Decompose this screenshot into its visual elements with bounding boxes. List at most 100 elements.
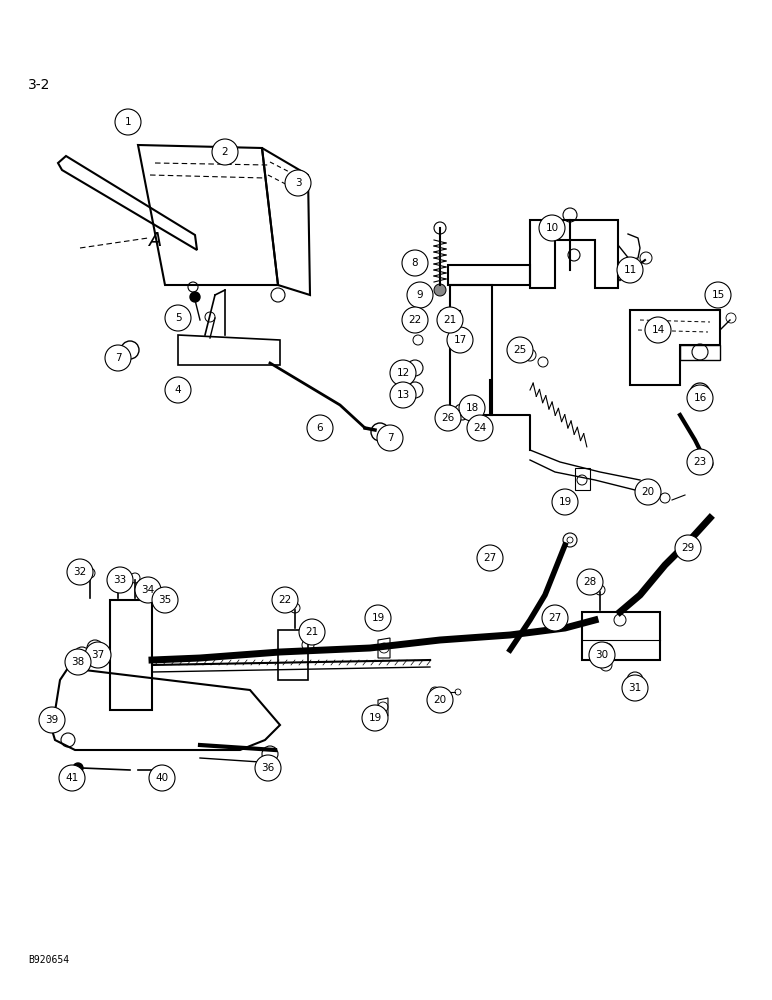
Circle shape	[255, 755, 281, 781]
Text: 37: 37	[91, 650, 105, 660]
Text: 23: 23	[693, 457, 706, 467]
Circle shape	[165, 377, 191, 403]
Circle shape	[622, 675, 648, 701]
Circle shape	[135, 577, 161, 603]
Text: 17: 17	[453, 335, 466, 345]
Text: 41: 41	[66, 773, 79, 783]
Circle shape	[687, 385, 713, 411]
Text: 40: 40	[155, 773, 168, 783]
Text: 3-2: 3-2	[28, 78, 50, 92]
Text: 27: 27	[548, 613, 561, 623]
Text: 30: 30	[595, 650, 608, 660]
Circle shape	[285, 170, 311, 196]
Circle shape	[635, 479, 661, 505]
Circle shape	[165, 305, 191, 331]
Circle shape	[467, 415, 493, 441]
Circle shape	[645, 317, 671, 343]
Text: 15: 15	[711, 290, 725, 300]
Text: 9: 9	[417, 290, 423, 300]
Text: 4: 4	[174, 385, 181, 395]
Circle shape	[447, 327, 473, 353]
Circle shape	[542, 605, 568, 631]
Text: 11: 11	[623, 265, 637, 275]
Text: B920654: B920654	[28, 955, 69, 965]
Text: 12: 12	[396, 368, 410, 378]
Circle shape	[272, 587, 298, 613]
Text: 22: 22	[279, 595, 292, 605]
Circle shape	[390, 382, 416, 408]
Circle shape	[65, 649, 91, 675]
Circle shape	[212, 139, 238, 165]
Circle shape	[365, 605, 391, 631]
Text: 39: 39	[46, 715, 59, 725]
Circle shape	[377, 425, 403, 451]
Text: 28: 28	[584, 577, 597, 587]
Text: 21: 21	[306, 627, 319, 637]
Text: 36: 36	[262, 763, 275, 773]
Circle shape	[307, 415, 333, 441]
Circle shape	[73, 763, 83, 773]
Circle shape	[705, 282, 731, 308]
Circle shape	[675, 535, 701, 561]
Text: 20: 20	[642, 487, 655, 497]
Circle shape	[59, 765, 85, 791]
Text: 5: 5	[174, 313, 181, 323]
Circle shape	[577, 569, 603, 595]
Circle shape	[589, 642, 615, 668]
Circle shape	[67, 559, 93, 585]
Text: 24: 24	[473, 423, 486, 433]
Text: 38: 38	[71, 657, 85, 667]
Text: 18: 18	[466, 403, 479, 413]
Circle shape	[617, 257, 643, 283]
Text: 7: 7	[115, 353, 121, 363]
Text: 34: 34	[141, 585, 154, 595]
Text: 22: 22	[408, 315, 422, 325]
Text: 3: 3	[295, 178, 301, 188]
Text: 19: 19	[368, 713, 381, 723]
Text: 6: 6	[317, 423, 323, 433]
Circle shape	[459, 395, 485, 421]
Circle shape	[39, 707, 65, 733]
Circle shape	[402, 250, 428, 276]
Text: 33: 33	[113, 575, 127, 585]
Circle shape	[539, 215, 565, 241]
Text: 26: 26	[442, 413, 455, 423]
Circle shape	[687, 449, 713, 475]
Circle shape	[85, 642, 111, 668]
Circle shape	[115, 109, 141, 135]
Circle shape	[362, 705, 388, 731]
Circle shape	[434, 284, 446, 296]
Circle shape	[190, 292, 200, 302]
Circle shape	[407, 282, 433, 308]
Circle shape	[299, 619, 325, 645]
Circle shape	[107, 567, 133, 593]
Circle shape	[149, 765, 175, 791]
Text: 14: 14	[652, 325, 665, 335]
Text: 35: 35	[158, 595, 171, 605]
Text: 29: 29	[682, 543, 695, 553]
Circle shape	[437, 307, 463, 333]
Circle shape	[390, 360, 416, 386]
Text: 7: 7	[387, 433, 393, 443]
Text: 32: 32	[73, 567, 86, 577]
Text: 16: 16	[693, 393, 706, 403]
Text: 25: 25	[513, 345, 527, 355]
Text: 27: 27	[483, 553, 496, 563]
Circle shape	[402, 307, 428, 333]
Circle shape	[427, 687, 453, 713]
Text: A: A	[657, 318, 667, 332]
Circle shape	[105, 345, 131, 371]
Text: 10: 10	[546, 223, 559, 233]
Text: 20: 20	[433, 695, 446, 705]
Text: A: A	[148, 231, 161, 249]
Text: 19: 19	[558, 497, 571, 507]
Text: 2: 2	[222, 147, 229, 157]
Text: 21: 21	[443, 315, 456, 325]
Text: 31: 31	[628, 683, 642, 693]
Text: 19: 19	[371, 613, 384, 623]
Circle shape	[477, 545, 503, 571]
Text: 8: 8	[411, 258, 418, 268]
Text: 1: 1	[125, 117, 131, 127]
Text: 13: 13	[396, 390, 410, 400]
Circle shape	[507, 337, 533, 363]
